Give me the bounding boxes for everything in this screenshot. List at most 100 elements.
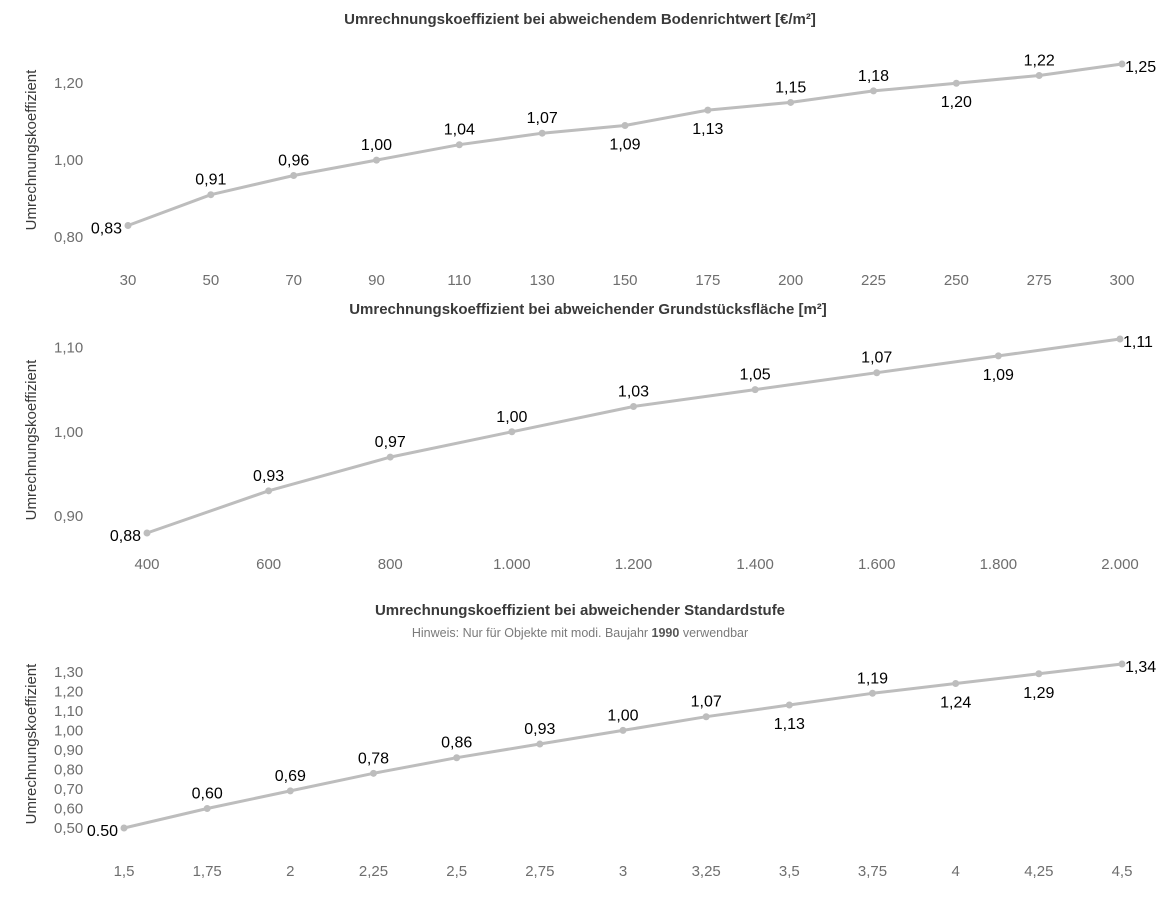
y-axis-label: Umrechnungskoeffizient bbox=[23, 359, 40, 520]
y-axis-label: Umrechnungskoeffizient bbox=[23, 69, 40, 230]
chart-title: Umrechnungskoeffizient bei abweichender … bbox=[375, 602, 785, 619]
data-label: 0,88 bbox=[110, 528, 141, 545]
x-tick-label: 1,5 bbox=[114, 863, 135, 880]
data-label: 1,09 bbox=[609, 137, 640, 154]
y-axis-ticks: 0,50 0,60 0,70 0,80 0,90 1,00 1,10 1,20 1,30 bbox=[54, 664, 83, 837]
y-tick-label: 1,20 bbox=[54, 683, 83, 700]
x-tick-label: 400 bbox=[134, 556, 159, 573]
data-point bbox=[453, 754, 461, 762]
chart-standardstufe: Umrechnungskoeffizient bei abweichender … bbox=[23, 602, 1156, 880]
data-label: 0,69 bbox=[275, 768, 306, 785]
x-tick-label: 200 bbox=[778, 272, 803, 289]
data-point bbox=[870, 87, 877, 95]
data-point bbox=[455, 141, 463, 149]
y-axis-ticks: 0,80 1,00 1,20 bbox=[54, 75, 83, 246]
data-label: 1,25 bbox=[1125, 59, 1156, 76]
data-label: 1,20 bbox=[941, 94, 972, 111]
data-label: 1,24 bbox=[940, 695, 971, 712]
data-label: 1,18 bbox=[858, 68, 889, 85]
data-point bbox=[702, 713, 710, 721]
data-label: 1,07 bbox=[527, 110, 558, 127]
data-point bbox=[994, 352, 1002, 360]
y-tick-label: 1,00 bbox=[54, 722, 83, 739]
data-point bbox=[952, 680, 960, 688]
data-labels: 0.50 0,60 0,69 0,78 0,86 0,93 1,00 1,07 1,13 1,19… bbox=[87, 659, 1156, 840]
y-tick-label: 0,90 bbox=[54, 742, 83, 759]
data-point bbox=[207, 191, 215, 199]
y-tick-label: 1,30 bbox=[54, 664, 83, 681]
data-label: 1,00 bbox=[361, 137, 392, 154]
data-label: 1,15 bbox=[775, 79, 806, 96]
series-line bbox=[145, 337, 1122, 535]
data-label: 1,05 bbox=[740, 367, 771, 384]
y-tick-label: 0,80 bbox=[54, 761, 83, 778]
x-tick-label: 4,5 bbox=[1112, 863, 1133, 880]
data-labels: 0,88 0,93 0,97 1,00 1,03 1,05 1,07 1,09 1,11 bbox=[110, 334, 1153, 545]
data-point bbox=[785, 701, 793, 709]
data-label: 1,22 bbox=[1024, 53, 1055, 70]
y-tick-label: 0,60 bbox=[54, 800, 83, 817]
x-tick-label: 30 bbox=[120, 272, 137, 289]
data-points bbox=[124, 60, 1126, 229]
data-label: 1,07 bbox=[861, 350, 892, 367]
data-points bbox=[143, 335, 1124, 537]
x-tick-label: 2,25 bbox=[359, 863, 388, 880]
data-labels: 0,83 0,91 0,96 1,00 1,04 1,07 1,09 1,13 1,15 1,18… bbox=[91, 53, 1156, 238]
data-point bbox=[124, 221, 132, 229]
x-tick-label: 3,25 bbox=[692, 863, 721, 880]
y-tick-label: 0,70 bbox=[54, 781, 83, 798]
x-axis-ticks: 30 50 70 90 110 130 150 175 200 225 250 275 300 bbox=[120, 272, 1135, 289]
x-tick-label: 50 bbox=[202, 272, 219, 289]
x-tick-label: 3,5 bbox=[779, 863, 800, 880]
data-label: 1,00 bbox=[496, 409, 527, 426]
chart-bodenrichtwert: Umrechnungskoeffizient bei abweichendem … bbox=[23, 11, 1156, 289]
data-point bbox=[1118, 60, 1126, 68]
x-tick-label: 2.000 bbox=[1101, 556, 1139, 573]
x-tick-label: 250 bbox=[944, 272, 969, 289]
data-label: 1,13 bbox=[774, 716, 805, 733]
x-tick-label: 1,75 bbox=[193, 863, 222, 880]
y-tick-label: 1,10 bbox=[54, 339, 83, 356]
subtitle-prefix: Hinweis: Nur für Objekte mit modi. Bauja… bbox=[412, 626, 652, 640]
data-label: 0,96 bbox=[278, 152, 309, 169]
x-tick-label: 1.000 bbox=[493, 556, 531, 573]
x-tick-label: 1.400 bbox=[736, 556, 774, 573]
x-tick-label: 2,5 bbox=[446, 863, 467, 880]
x-tick-label: 3,75 bbox=[858, 863, 887, 880]
data-point bbox=[508, 428, 516, 436]
x-tick-label: 1.800 bbox=[980, 556, 1018, 573]
data-point bbox=[1035, 72, 1043, 80]
data-label: 1,00 bbox=[607, 707, 638, 724]
data-point bbox=[143, 529, 151, 537]
x-tick-label: 175 bbox=[695, 272, 720, 289]
data-points bbox=[120, 660, 1126, 832]
data-label: 0,93 bbox=[524, 721, 555, 738]
data-label: 1,04 bbox=[444, 122, 475, 139]
data-point bbox=[869, 689, 876, 697]
data-point bbox=[751, 386, 759, 394]
x-tick-label: 600 bbox=[256, 556, 281, 573]
data-label: 0,83 bbox=[91, 220, 122, 237]
chart-grundstuecksflaeche: Umrechnungskoeffizient bei abweichender … bbox=[23, 301, 1153, 573]
data-point bbox=[370, 769, 377, 777]
x-tick-label: 2 bbox=[286, 863, 294, 880]
x-tick-label: 300 bbox=[1109, 272, 1134, 289]
subtitle-suffix: verwendbar bbox=[679, 626, 748, 640]
data-label: 1,13 bbox=[692, 121, 723, 138]
x-tick-label: 1.600 bbox=[858, 556, 896, 573]
data-point bbox=[265, 487, 273, 495]
data-point bbox=[873, 369, 881, 377]
data-point bbox=[1116, 335, 1124, 343]
x-tick-label: 3 bbox=[619, 863, 627, 880]
chart-title: Umrechnungskoeffizient bei abweichender … bbox=[349, 301, 827, 318]
data-point bbox=[630, 402, 637, 410]
y-tick-label: 0,50 bbox=[54, 820, 83, 837]
y-tick-label: 1,00 bbox=[54, 424, 83, 441]
y-tick-label: 1,10 bbox=[54, 703, 83, 720]
data-label: 0.50 bbox=[87, 823, 118, 840]
y-axis-label: Umrechnungskoeffizient bbox=[23, 663, 40, 824]
data-point bbox=[203, 804, 211, 812]
y-axis-ticks: 0,90 1,00 1,10 bbox=[54, 339, 83, 525]
x-tick-label: 90 bbox=[368, 272, 385, 289]
